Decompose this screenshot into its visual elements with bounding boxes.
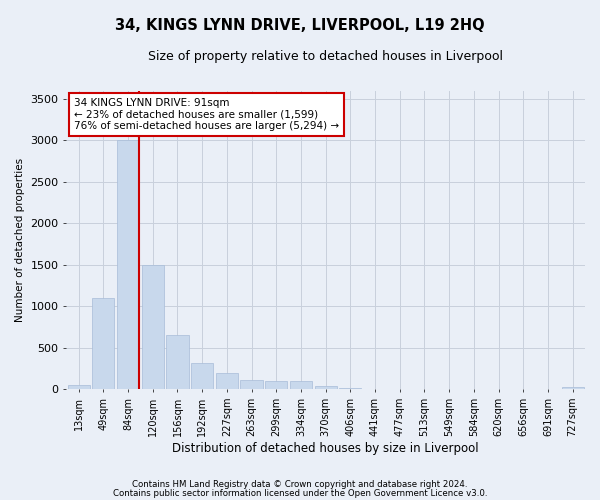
Bar — [339, 388, 361, 390]
Bar — [117, 140, 139, 390]
Bar — [216, 372, 238, 390]
Bar — [92, 298, 115, 390]
Text: 34 KINGS LYNN DRIVE: 91sqm
← 23% of detached houses are smaller (1,599)
76% of s: 34 KINGS LYNN DRIVE: 91sqm ← 23% of deta… — [74, 98, 339, 131]
Bar — [68, 385, 90, 390]
Bar — [265, 381, 287, 390]
X-axis label: Distribution of detached houses by size in Liverpool: Distribution of detached houses by size … — [172, 442, 479, 455]
Title: Size of property relative to detached houses in Liverpool: Size of property relative to detached ho… — [148, 50, 503, 63]
Bar — [142, 265, 164, 390]
Y-axis label: Number of detached properties: Number of detached properties — [15, 158, 25, 322]
Text: Contains public sector information licensed under the Open Government Licence v3: Contains public sector information licen… — [113, 489, 487, 498]
Bar — [191, 363, 213, 390]
Bar — [290, 381, 312, 390]
Bar — [314, 386, 337, 390]
Bar — [166, 336, 188, 390]
Text: 34, KINGS LYNN DRIVE, LIVERPOOL, L19 2HQ: 34, KINGS LYNN DRIVE, LIVERPOOL, L19 2HQ — [115, 18, 485, 32]
Bar — [562, 387, 584, 390]
Bar — [241, 380, 263, 390]
Text: Contains HM Land Registry data © Crown copyright and database right 2024.: Contains HM Land Registry data © Crown c… — [132, 480, 468, 489]
